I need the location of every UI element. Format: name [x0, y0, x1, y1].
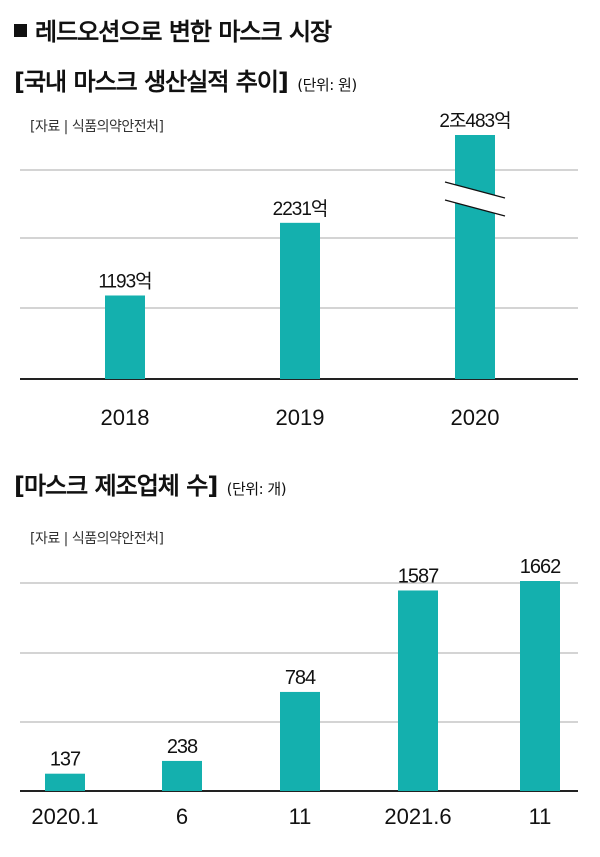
- x-tick-label: 2019: [276, 405, 325, 430]
- bar: [105, 295, 145, 379]
- x-tick-label: 11: [289, 804, 312, 829]
- bar: [398, 590, 438, 791]
- data-label: 1193억: [98, 270, 151, 292]
- bar: [280, 691, 320, 791]
- headline: 레드오션으로 변한 마스크 시장: [14, 12, 332, 47]
- data-label: 1587: [398, 565, 439, 587]
- square-bullet-icon: [14, 24, 27, 37]
- x-tick-label: 2018: [101, 405, 150, 430]
- bar: [45, 773, 85, 791]
- axis-break-line: [444, 199, 506, 217]
- chart1-title-text: [국내 마스크 생산실적 추이]: [14, 68, 289, 96]
- manufacturers-bar-chart: 137 2020.1 238 6 784 11 1587 2021.6 1662 11: [20, 556, 578, 829]
- chart2-unit: (단위: 개): [226, 480, 287, 498]
- production-bar-chart: 1193억 2018 2231억 2019 2조483억 2020: [20, 110, 578, 430]
- x-tick-label: 2021.6: [384, 804, 451, 829]
- bar: [162, 760, 202, 791]
- data-label: 238: [167, 736, 198, 758]
- data-label: 137: [50, 749, 81, 771]
- chart1-source: [자료 | 식품의약안전처]: [30, 119, 164, 135]
- axis-break-line: [444, 181, 506, 199]
- data-label: 2조483억: [439, 110, 510, 132]
- x-tick-label: 11: [529, 804, 552, 829]
- x-tick-label: 6: [176, 804, 188, 829]
- bar: [520, 581, 560, 791]
- bar: [455, 135, 495, 379]
- chart1-title: [국내 마스크 생산실적 추이] (단위: 원): [14, 62, 357, 97]
- chart1-unit: (단위: 원): [297, 76, 357, 94]
- data-label: 784: [285, 667, 316, 689]
- x-tick-label: 2020.1: [31, 804, 98, 829]
- data-label: 1662: [520, 556, 561, 578]
- chart2-title-text: [마스크 제조업체 수]: [14, 472, 218, 500]
- bar: [280, 222, 320, 379]
- chart2-title: [마스크 제조업체 수] (단위: 개): [14, 466, 287, 501]
- axis-break: [445, 182, 505, 216]
- headline-text: 레드오션으로 변한 마스크 시장: [35, 18, 332, 46]
- chart2-source: [자료 | 식품의약안전처]: [30, 531, 164, 547]
- x-tick-label: 2020: [451, 405, 500, 430]
- data-label: 2231억: [273, 198, 328, 220]
